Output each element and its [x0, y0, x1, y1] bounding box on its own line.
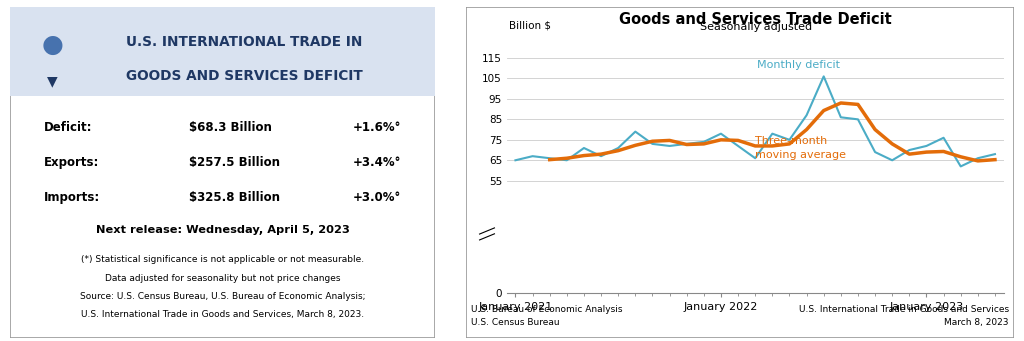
Text: $257.5 Billion: $257.5 Billion [188, 156, 280, 169]
Text: Imports:: Imports: [44, 191, 100, 204]
Text: $68.3 Billion: $68.3 Billion [188, 121, 271, 134]
Text: $325.8 Billion: $325.8 Billion [188, 191, 280, 204]
Text: Billion $: Billion $ [509, 20, 551, 30]
Text: +3.0%°: +3.0%° [353, 191, 401, 204]
Text: Goods and Services Trade Deficit: Goods and Services Trade Deficit [620, 12, 892, 27]
Text: U.S. International Trade in Goods and Services
March 8, 2023: U.S. International Trade in Goods and Se… [799, 305, 1009, 327]
Text: U.S. INTERNATIONAL TRADE IN: U.S. INTERNATIONAL TRADE IN [126, 34, 362, 48]
Text: Monthly deficit: Monthly deficit [757, 60, 840, 70]
Text: ●: ● [42, 33, 63, 57]
Text: +1.6%°: +1.6%° [353, 121, 401, 134]
Text: Exports:: Exports: [44, 156, 99, 169]
Text: U.S. Bureau of Economic Analysis
U.S. Census Bureau: U.S. Bureau of Economic Analysis U.S. Ce… [471, 305, 623, 327]
Text: GOODS AND SERVICES DEFICIT: GOODS AND SERVICES DEFICIT [126, 69, 362, 83]
Text: +3.4%°: +3.4%° [353, 156, 401, 169]
Text: U.S. International Trade in Goods and Services, March 8, 2023.: U.S. International Trade in Goods and Se… [81, 310, 365, 319]
Text: Data adjusted for seasonality but not price changes: Data adjusted for seasonality but not pr… [105, 273, 340, 283]
Text: Seasonally adjusted: Seasonally adjusted [699, 22, 812, 32]
Text: ▼: ▼ [47, 74, 58, 88]
Text: Three-month
moving average: Three-month moving average [756, 136, 846, 160]
Text: Deficit:: Deficit: [44, 121, 93, 134]
Text: Source: U.S. Census Bureau, U.S. Bureau of Economic Analysis;: Source: U.S. Census Bureau, U.S. Bureau … [80, 292, 366, 301]
Bar [10, 7, 435, 96]
Text: (*) Statistical significance is not applicable or not measurable.: (*) Statistical significance is not appl… [81, 255, 365, 264]
Text: Next release: Wednesday, April 5, 2023: Next release: Wednesday, April 5, 2023 [96, 225, 349, 235]
